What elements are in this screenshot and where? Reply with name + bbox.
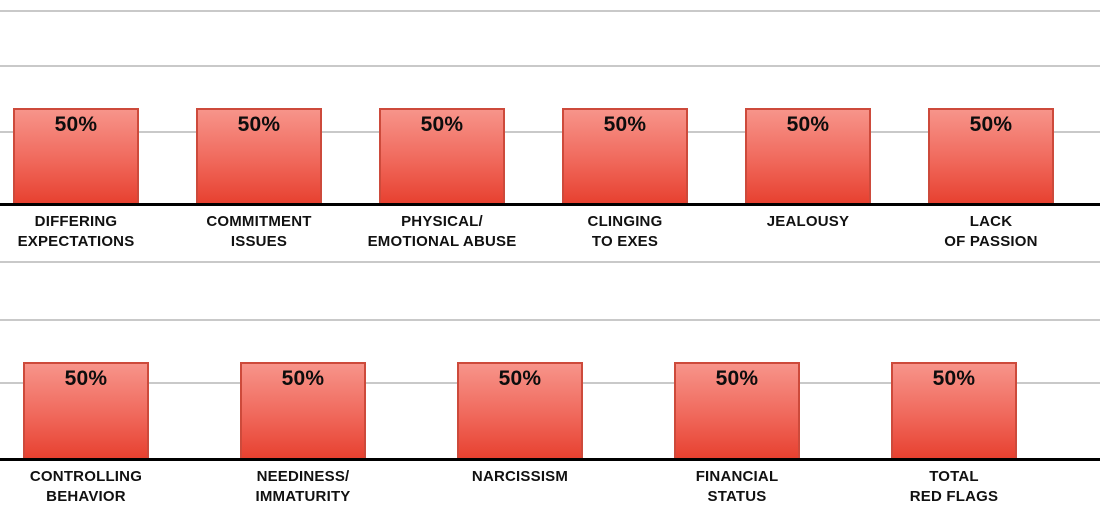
category-label-financial-status: FINANCIAL STATUS <box>629 467 846 507</box>
category-label-line: IMMATURITY <box>255 488 351 505</box>
bar-controlling-behavior: 50% <box>23 362 149 458</box>
category-label-line: CLINGING <box>587 213 663 230</box>
bar-value-label: 50% <box>281 367 325 390</box>
gridline <box>0 10 1100 12</box>
category-label-line: NARCISSISM <box>471 468 569 485</box>
category-label-lack-of-passion: LACK OF PASSION <box>900 212 1083 252</box>
bar-chart-row-2: 50% CONTROLLING BEHAVIOR 50% NEEDINESS/IMMAT… <box>0 254 1100 508</box>
bar-value-label: 50% <box>786 113 830 136</box>
x-axis-line <box>0 458 1100 461</box>
bar-value-label: 50% <box>932 367 976 390</box>
category-label-line: DIFFERING <box>34 213 118 230</box>
category-label-differing-expectations: DIFFERING EXPECTATIONS <box>0 212 168 252</box>
category-label-jealousy: JEALOUSY <box>717 212 900 232</box>
category-label-physical-emotional-abuse: PHYSICAL/EMOTIONAL ABUSE <box>351 212 534 252</box>
gridline <box>0 131 1100 133</box>
category-label-narcissism: NARCISSISM <box>412 467 629 487</box>
category-label-line: FINANCIAL <box>695 468 779 485</box>
bar-commitment-issues: 50% <box>196 108 322 203</box>
bar-value-label: 50% <box>498 367 542 390</box>
category-label-line: RED FLAGS <box>909 488 999 505</box>
bar-physical-emotional-abuse: 50% <box>379 108 505 203</box>
bar-chart-row-1: 50% DIFFERING EXPECTATIONS 50% COMMITMENT ISS… <box>0 10 1100 252</box>
category-label-neediness-immaturity: NEEDINESS/IMMATURITY <box>195 467 412 507</box>
bar-value-label: 50% <box>969 113 1013 136</box>
bar-lack-of-passion: 50% <box>928 108 1054 203</box>
gridline <box>0 261 1100 263</box>
category-label-line: JEALOUSY <box>766 213 850 230</box>
category-label-total-red-flags: TOTAL RED FLAGS <box>846 467 1063 507</box>
bar-value-label: 50% <box>54 113 98 136</box>
bar-jealousy: 50% <box>745 108 871 203</box>
bar-value-label: 50% <box>237 113 281 136</box>
x-axis-line <box>0 203 1100 206</box>
category-label-line: EXPECTATIONS <box>17 233 135 250</box>
bar-differing-expectations: 50% <box>13 108 139 203</box>
category-label-line: BEHAVIOR <box>46 488 126 505</box>
category-label-line: OF PASSION <box>944 233 1038 250</box>
category-label-clinging-to-exes: CLINGING TO EXES <box>534 212 717 252</box>
category-label-line: TO EXES <box>591 233 659 250</box>
category-label-line: NEEDINESS/ <box>256 468 350 485</box>
category-label-line: CONTROLLING <box>29 468 143 485</box>
bar-clinging-to-exes: 50% <box>562 108 688 203</box>
category-label-commitment-issues: COMMITMENT ISSUES <box>168 212 351 252</box>
category-label-line: LACK <box>969 213 1013 230</box>
bar-value-label: 50% <box>715 367 759 390</box>
category-label-line: EMOTIONAL ABUSE <box>367 233 517 250</box>
category-label-line: STATUS <box>707 488 767 505</box>
category-label-line: ISSUES <box>230 233 288 250</box>
bar-neediness-immaturity: 50% <box>240 362 366 458</box>
category-label-line: TOTAL <box>929 468 979 485</box>
category-label-line: PHYSICAL/ <box>401 213 483 230</box>
bar-value-label: 50% <box>603 113 647 136</box>
bar-value-label: 50% <box>420 113 464 136</box>
gridline <box>0 65 1100 67</box>
bar-total-red-flags: 50% <box>891 362 1017 458</box>
category-label-controlling-behavior: CONTROLLING BEHAVIOR <box>0 467 195 507</box>
category-label-line: COMMITMENT <box>206 213 312 230</box>
bar-financial-status: 50% <box>674 362 800 458</box>
gridline <box>0 319 1100 321</box>
bar-value-label: 50% <box>64 367 108 390</box>
bar-narcissism: 50% <box>457 362 583 458</box>
